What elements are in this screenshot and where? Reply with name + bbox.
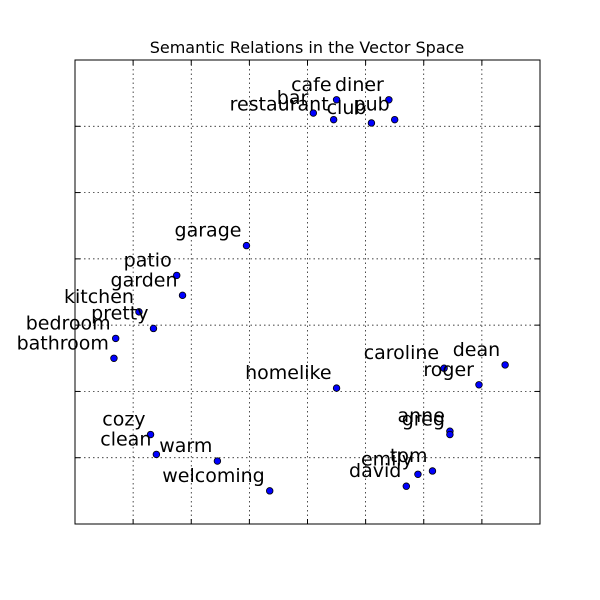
data-point	[367, 119, 376, 127]
data-point	[402, 482, 411, 490]
point-label: warm	[159, 435, 212, 457]
point-label: pub	[354, 94, 390, 116]
point-label: club	[327, 97, 367, 119]
data-point	[440, 364, 448, 372]
data-point	[146, 430, 155, 439]
point-label: anne	[397, 405, 444, 427]
data-point	[149, 324, 158, 333]
data-point	[414, 470, 422, 478]
data-point	[501, 361, 509, 369]
data-point	[390, 115, 399, 124]
point-label: restaurant	[230, 94, 329, 116]
data-points	[110, 96, 509, 495]
point-label: david	[349, 460, 401, 482]
point-label: homelike	[245, 362, 331, 384]
point-label: cozy	[102, 409, 145, 431]
point-label: bathroom	[17, 332, 109, 354]
point-label: diner	[335, 74, 384, 96]
point-label: patio	[124, 249, 172, 271]
point-label: tom	[390, 445, 428, 467]
data-point	[242, 241, 251, 250]
point-label: garage	[175, 220, 242, 242]
data-point	[385, 96, 393, 104]
point-label: welcoming	[162, 465, 264, 487]
point-label: roger	[423, 359, 474, 381]
point-label: bedroom	[26, 312, 111, 334]
data-point	[332, 384, 341, 392]
point-label: dean	[453, 339, 500, 361]
data-point	[475, 381, 483, 389]
point-label: garden	[111, 269, 178, 291]
grid-lines	[75, 60, 540, 524]
chart-title: Semantic Relations in the Vector Space	[150, 38, 465, 57]
point-label: pretty	[91, 302, 148, 324]
axis-ticks	[75, 60, 540, 524]
data-point	[135, 308, 143, 316]
data-point	[173, 271, 181, 280]
data-point	[428, 467, 437, 475]
data-point	[178, 291, 187, 300]
point-label: bar	[277, 87, 309, 109]
point-label: caroline	[364, 342, 439, 364]
point-label: cafe	[291, 74, 331, 96]
data-point	[111, 334, 120, 343]
data-point	[309, 109, 318, 117]
data-point	[213, 457, 222, 465]
point-label: emily	[361, 448, 413, 470]
data-point	[152, 450, 161, 459]
data-point	[446, 430, 454, 439]
data-point	[266, 487, 274, 495]
plot-frame	[74, 59, 541, 525]
data-point	[332, 96, 341, 104]
data-point	[110, 354, 118, 362]
point-label: kitchen	[64, 286, 134, 308]
data-point	[329, 115, 338, 124]
point-label: clean	[100, 428, 151, 450]
point-label: greg	[402, 409, 445, 431]
